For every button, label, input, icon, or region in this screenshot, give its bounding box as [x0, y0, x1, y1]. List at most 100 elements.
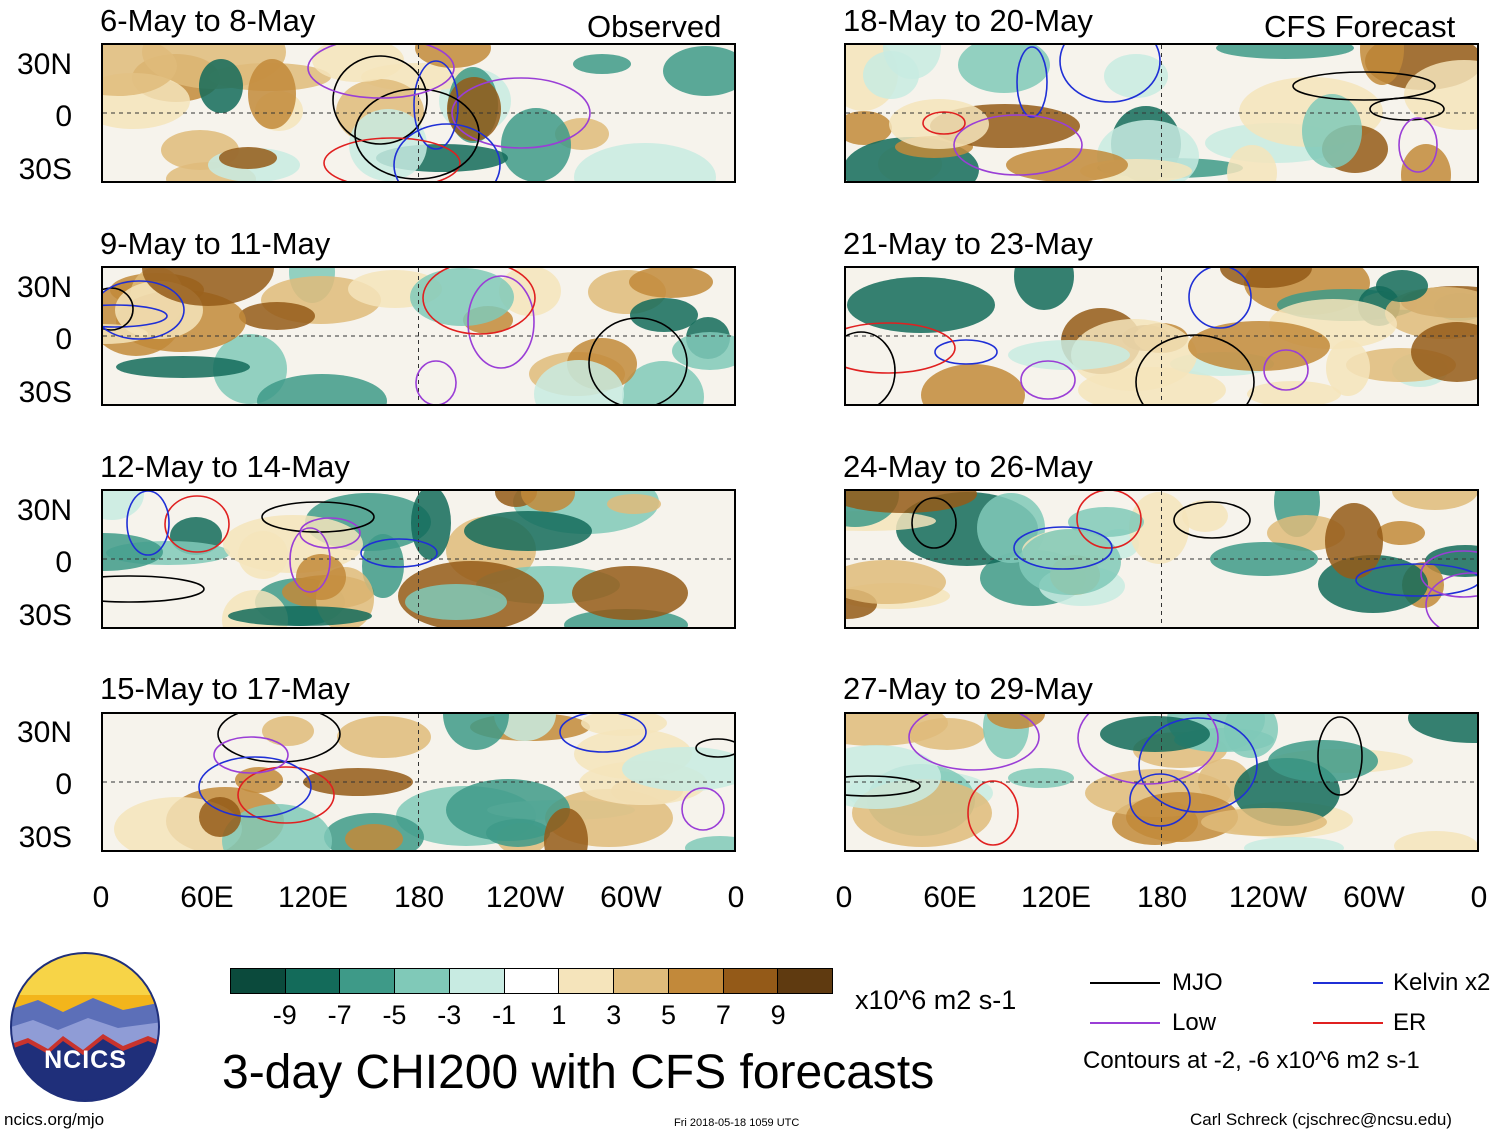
colorbar-swatch	[504, 969, 560, 993]
wave-contour	[908, 714, 1040, 771]
wave-contour	[1016, 46, 1048, 118]
anomaly-shading	[199, 797, 241, 837]
legend-line-er	[1313, 1022, 1383, 1024]
colorbar-tick-label: -7	[327, 1000, 352, 1030]
anomaly-shading	[607, 494, 661, 514]
anomaly-shading	[1019, 529, 1121, 595]
wave-contour	[289, 527, 331, 593]
anomaly-shading	[622, 361, 704, 404]
map-field	[846, 714, 1477, 850]
anomaly-shading	[1224, 714, 1278, 758]
legend-label-mjo: MJO	[1172, 969, 1223, 996]
lon-label: 180	[1136, 881, 1188, 914]
anomaly-shading	[672, 332, 734, 370]
anomaly-shading	[303, 768, 413, 796]
anomaly-shading	[410, 268, 514, 326]
colorbar-swatch	[614, 969, 669, 993]
wave-contour	[953, 114, 1083, 176]
wave-contour	[1369, 97, 1445, 121]
lat-label: 0	[55, 323, 72, 356]
lat-label: 30N	[16, 48, 72, 81]
anomaly-shading	[1360, 45, 1404, 85]
panel-title: 27-May to 29-May	[843, 671, 1093, 706]
wave-contour	[1129, 773, 1191, 827]
anomaly-shading	[889, 99, 989, 149]
anomaly-shading	[1411, 322, 1477, 382]
wave-contour	[103, 280, 185, 340]
anomaly-shading	[116, 356, 250, 378]
anomaly-shading	[846, 111, 892, 145]
wave-contour	[103, 575, 205, 603]
map-field	[846, 45, 1477, 181]
colorbar-tick-label: -5	[382, 1000, 407, 1030]
map-panel	[844, 712, 1479, 852]
anomaly-shading	[847, 277, 995, 333]
map-panel	[844, 43, 1479, 183]
colorbar-tick-label: 3	[606, 1000, 622, 1030]
colorbar-tick-label: 7	[715, 1000, 731, 1030]
legend-label-low: Low	[1172, 1009, 1217, 1036]
footer-url[interactable]: ncics.org/mjo	[4, 1110, 105, 1129]
lat-label: 30S	[18, 376, 72, 409]
lon-label: 120E	[277, 881, 349, 914]
anomaly-shading	[1100, 716, 1210, 752]
anomaly-shading	[1376, 270, 1428, 302]
wave-contour	[126, 491, 170, 556]
wave-contour	[164, 495, 230, 553]
map-panel	[844, 266, 1479, 406]
footer-timestamp: Fri 2018-05-18 1059 UTC	[674, 1117, 800, 1129]
lon-label: 60W	[1343, 881, 1405, 914]
map-field	[846, 491, 1477, 627]
lon-label: 0	[727, 881, 745, 914]
wave-contour	[1292, 71, 1436, 101]
panel-title: 24-May to 26-May	[843, 449, 1093, 484]
anomaly-shading	[345, 824, 403, 850]
map-panel	[101, 266, 736, 406]
anomaly-shading	[846, 491, 977, 513]
wave-contour	[261, 501, 375, 533]
wave-contour	[393, 123, 501, 181]
footer-author[interactable]: Carl Schreck (cjschrec@ncsu.edu)	[1190, 1110, 1452, 1129]
map-panel	[101, 43, 736, 183]
anomaly-shading	[1201, 808, 1327, 836]
wave-contour	[1263, 349, 1309, 391]
anomaly-shading	[1408, 714, 1477, 743]
panel-title: 18-May to 20-May	[843, 3, 1093, 38]
anomaly-shading	[574, 143, 716, 181]
wave-contour	[198, 756, 312, 818]
panel-title: 9-May to 11-May	[100, 226, 331, 261]
lon-label: 180	[393, 881, 445, 914]
lat-label: 0	[55, 546, 72, 579]
wave-contour	[681, 787, 725, 831]
lat-label: 30N	[16, 271, 72, 304]
anomaly-shading	[1071, 319, 1197, 391]
anomaly-shading	[222, 804, 332, 850]
colorbar-swatch	[395, 969, 450, 993]
wave-contour	[1398, 117, 1438, 173]
wave-contour	[1317, 716, 1363, 796]
lat-label: 30N	[16, 716, 72, 749]
anomaly-shading	[987, 714, 1045, 729]
map-panel	[844, 489, 1479, 629]
colorbar-tick-label: 1	[551, 1000, 567, 1030]
ncics-logo: NCICS	[8, 950, 163, 1105]
anomaly-shading	[1216, 45, 1354, 59]
colorbar-tick-label: 5	[661, 1000, 677, 1030]
anomaly-shading	[405, 584, 507, 620]
wave-contour	[354, 88, 480, 180]
wave-contour	[1188, 268, 1252, 329]
observed-label: Observed	[587, 9, 722, 44]
colorbar-tick-label: 9	[770, 1000, 786, 1030]
logo-text: NCICS	[44, 1046, 127, 1074]
anomaly-shading	[228, 606, 372, 626]
wave-contour	[1077, 714, 1219, 785]
wave-contour	[695, 738, 734, 758]
lat-label: 30S	[18, 153, 72, 186]
legend-line-mjo	[1090, 982, 1160, 984]
lon-label: 120W	[1228, 881, 1308, 914]
anomaly-shading	[685, 836, 734, 850]
colorbar-swatch	[723, 969, 779, 993]
anomaly-shading	[411, 491, 451, 560]
anomaly-shading	[443, 714, 509, 750]
